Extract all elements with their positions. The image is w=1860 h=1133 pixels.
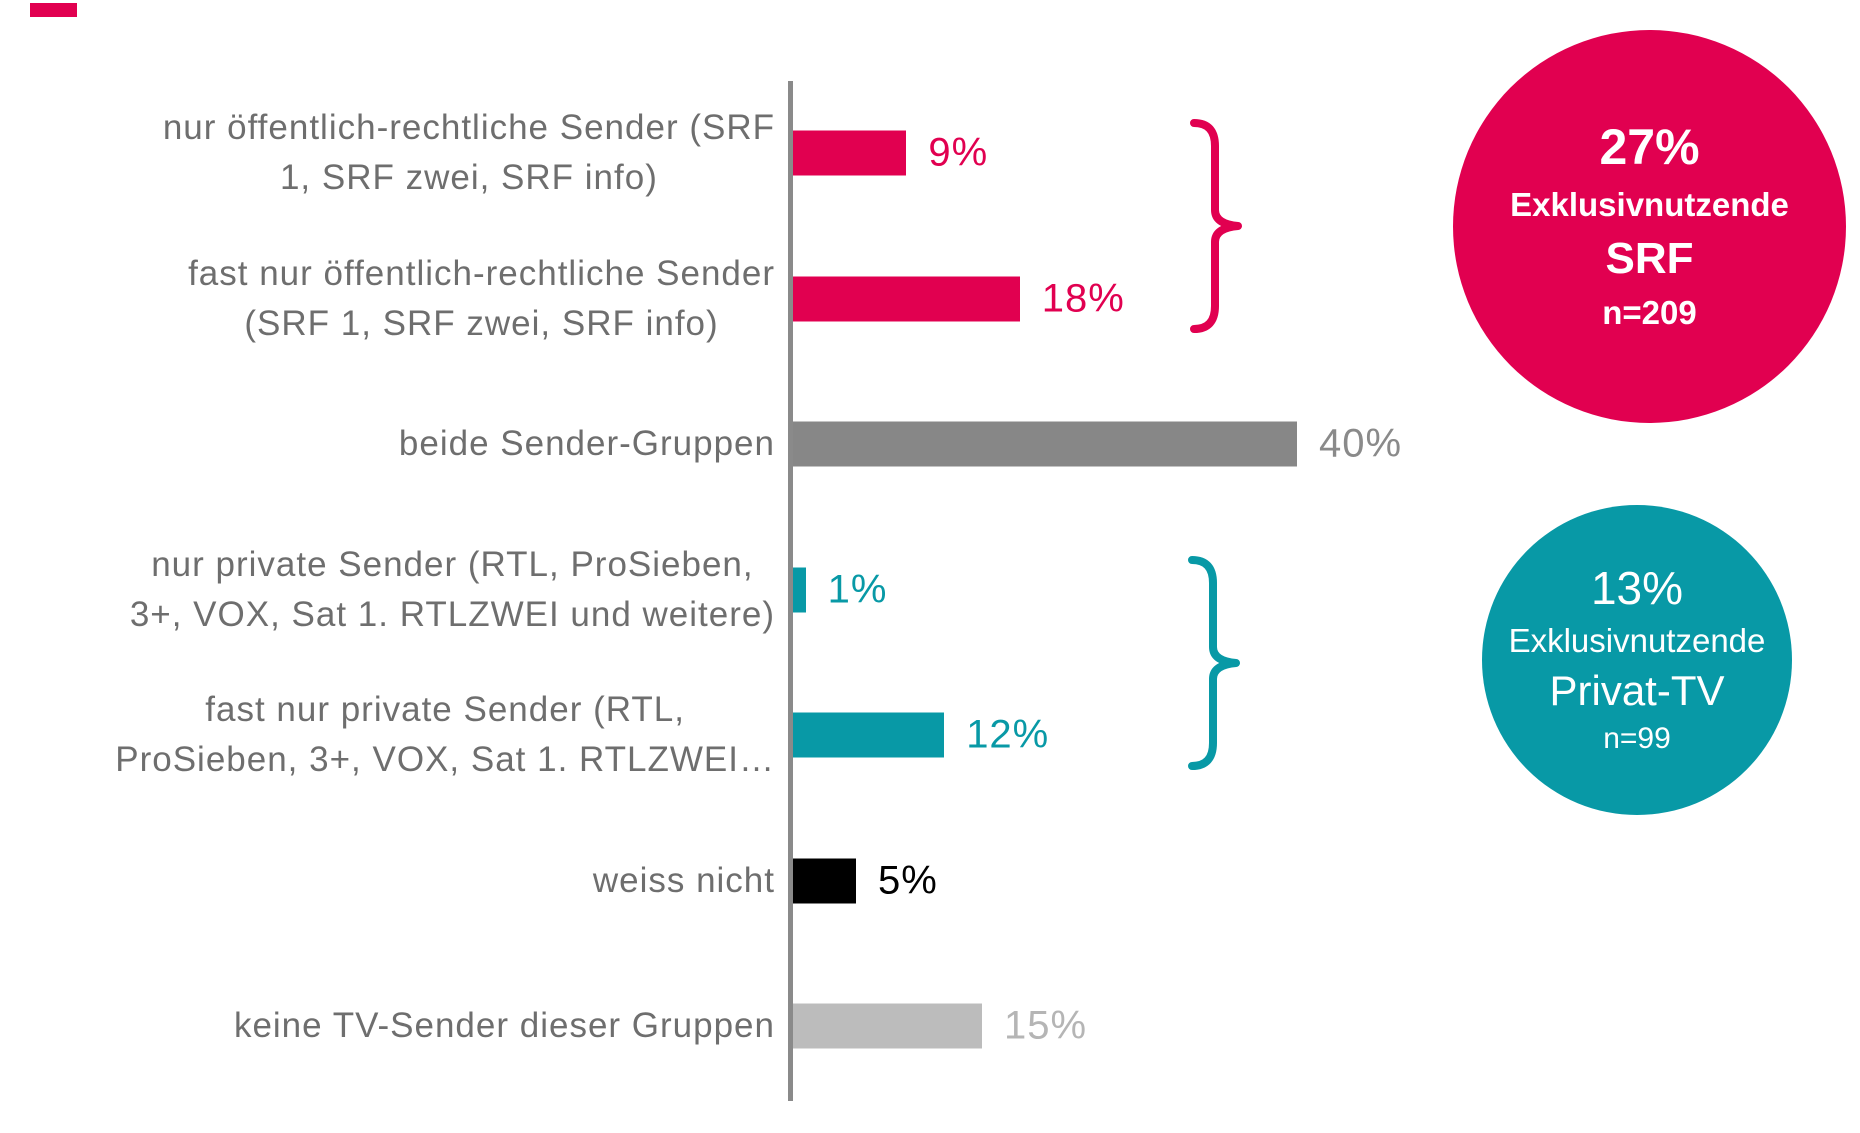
private-group-brace	[1188, 556, 1240, 770]
srf-badge-group: SRF	[1605, 233, 1694, 283]
category-label: keine TV-Sender dieser Gruppen	[234, 1001, 775, 1051]
srf-group-brace	[1190, 119, 1242, 333]
value-label: 40%	[1319, 421, 1403, 466]
corner-logo-mark	[30, 3, 77, 17]
value-label: 1%	[827, 567, 888, 611]
category-label: beide Sender-Gruppen	[399, 419, 775, 469]
bar-row: fast nur private Sender (RTL, ProSieben, …	[0, 675, 1860, 795]
bar-row: fast nur öffentlich-rechtliche Sender (SR…	[0, 239, 1860, 359]
category-label-line: fast nur private Sender (RTL,	[205, 690, 685, 729]
private-badge-n: n=99	[1603, 722, 1671, 755]
value-label: 12%	[966, 712, 1050, 757]
category-label: fast nur öffentlich-rechtliche Sender (SR…	[188, 249, 775, 349]
bar	[793, 712, 945, 758]
bar-row: beide Sender-Gruppen 40%	[0, 384, 1860, 504]
category-label-line: keine TV-Sender dieser Gruppen	[233, 1006, 775, 1045]
private-tv-exclusive-badge: 13% Exklusivnutzende Privat-TV n=99	[1482, 505, 1792, 815]
bar	[793, 858, 856, 903]
category-label-line: ProSieben, 3+, VOX, Sat 1. RTLZWEI…	[115, 740, 775, 779]
bar-row: keine TV-Sender dieser Gruppen 15%	[0, 966, 1860, 1086]
bar	[793, 130, 907, 176]
category-label-line: 1, SRF zwei, SRF info)	[279, 158, 658, 197]
value-label: 15%	[1004, 1003, 1088, 1048]
private-badge-label: Exklusivnutzende	[1508, 622, 1766, 659]
private-badge-percent: 13%	[1590, 562, 1684, 614]
srf-brace-path	[1190, 119, 1242, 333]
category-label: weiss nicht	[593, 856, 775, 906]
private-badge-group: Privat-TV	[1549, 667, 1725, 714]
bar	[793, 1003, 982, 1049]
srf-exclusive-badge: 27% Exklusivnutzende SRF n=209	[1453, 30, 1846, 423]
category-label-line: weiss nicht	[592, 860, 775, 900]
bar	[793, 276, 1020, 321]
category-label-line: 3+, VOX, Sat 1. RTLZWEI und weitere)	[129, 594, 775, 634]
bar	[793, 421, 1297, 467]
srf-badge-label: Exklusivnutzende	[1510, 185, 1789, 223]
srf-badge-percent: 27%	[1599, 118, 1700, 175]
bar-row: nur öffentlich-rechtliche Sender (SRF 1, …	[0, 93, 1860, 213]
value-label: 9%	[928, 130, 989, 175]
value-label: 5%	[878, 858, 938, 902]
private-brace-path	[1188, 556, 1240, 770]
category-label-line: beide Sender-Gruppen	[398, 424, 775, 463]
srf-badge-n: n=209	[1602, 293, 1697, 331]
category-label: nur öffentlich-rechtliche Sender (SRF 1, …	[163, 103, 775, 203]
category-axis-line	[788, 81, 793, 1101]
bar-row: nur private Sender (RTL, ProSieben, 3+, V…	[0, 530, 1860, 650]
category-label-line: fast nur öffentlich-rechtliche Sender	[188, 253, 775, 293]
category-label: nur private Sender (RTL, ProSieben, 3+, V…	[130, 540, 775, 640]
value-label: 18%	[1041, 276, 1125, 320]
category-label: fast nur private Sender (RTL, ProSieben, …	[115, 685, 775, 785]
bar-row: weiss nicht 5%	[0, 821, 1860, 941]
category-label-line: nur private Sender (RTL, ProSieben,	[151, 544, 754, 584]
category-label-line: nur öffentlich-rechtliche Sender (SRF	[162, 108, 775, 147]
bar	[793, 567, 806, 612]
category-label-line: (SRF 1, SRF zwei, SRF info)	[244, 303, 719, 343]
